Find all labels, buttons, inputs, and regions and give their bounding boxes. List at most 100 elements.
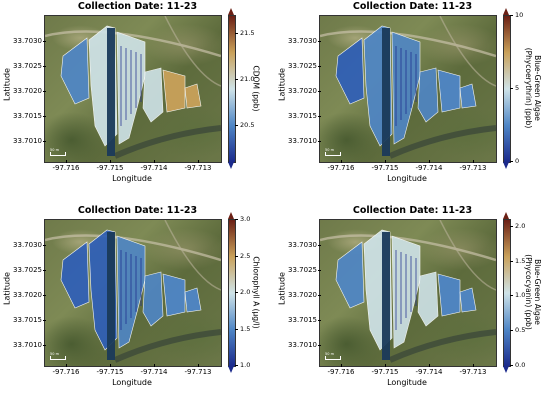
colorbar-tick-label: 1.0 bbox=[509, 291, 526, 300]
road-line bbox=[439, 16, 496, 87]
colorbar-tick-label: 0.0 bbox=[509, 361, 526, 369]
colorbar-extend-top bbox=[228, 212, 234, 219]
creek-line bbox=[113, 125, 221, 159]
chart-panel: Collection Date: 11-23 50 m 33.7030 33.7025… bbox=[0, 204, 275, 408]
x-tick-label: -97.715 bbox=[365, 364, 405, 376]
colorbar-label-line: (Phycocyanin) (ppb) bbox=[524, 254, 533, 330]
central-channel bbox=[107, 28, 115, 156]
colorbar-tick-label: 1.5 bbox=[509, 256, 526, 265]
y-tick-label: 33.7015 bbox=[279, 316, 321, 324]
east-lobe-pond bbox=[417, 271, 439, 327]
scale-bar bbox=[325, 152, 341, 156]
colorbar-extend-top bbox=[228, 8, 234, 15]
east-pond bbox=[437, 69, 461, 113]
pond-survey-overlay bbox=[320, 16, 496, 159]
y-tick-label: 33.7010 bbox=[279, 137, 321, 145]
x-tick-label: -97.716 bbox=[321, 160, 361, 172]
x-tick-label: -97.714 bbox=[134, 160, 174, 172]
y-tick-label: 33.7030 bbox=[4, 37, 46, 45]
x-tick-label: -97.715 bbox=[365, 160, 405, 172]
scale-label: 50 m bbox=[325, 148, 334, 152]
colorbar-label-line: (Phycoerythrin) (ppb) bbox=[524, 47, 533, 129]
colorbar-label: Chlorophyll A (µg/l) bbox=[252, 227, 261, 357]
colorbar-tick-label: 2.0 bbox=[234, 288, 251, 296]
west-pond bbox=[60, 37, 90, 105]
x-tick-label: -97.713 bbox=[178, 364, 218, 376]
y-tick-label: 33.7030 bbox=[279, 241, 321, 249]
chart-panel: Collection Date: 11-23 50 m 33.7030 33.7025… bbox=[0, 0, 275, 204]
colorbar-extend-top bbox=[503, 8, 509, 15]
x-tick-label: -97.713 bbox=[453, 364, 493, 376]
y-tick-label: 33.7010 bbox=[279, 341, 321, 349]
y-axis-label: Latitude bbox=[2, 272, 12, 305]
tail-pond bbox=[184, 83, 202, 109]
y-tick-label: 33.7015 bbox=[279, 112, 321, 120]
pond-survey-overlay bbox=[320, 220, 496, 363]
west-pond bbox=[335, 37, 365, 105]
satellite-map: 50 m bbox=[44, 15, 222, 163]
colorbar bbox=[503, 15, 511, 163]
scale-bar bbox=[50, 152, 66, 156]
west-pond bbox=[60, 241, 90, 309]
x-tick-label: -97.715 bbox=[90, 364, 130, 376]
chart-panel: Collection Date: 11-23 50 m 33.7030 33.7025… bbox=[275, 204, 550, 408]
creek-line bbox=[388, 125, 496, 159]
colorbar-label-line: Blue-Green Algae bbox=[533, 259, 542, 325]
colorbar-tick-label: 1.0 bbox=[234, 361, 251, 369]
pond-survey-overlay bbox=[45, 16, 221, 159]
y-tick-label: 33.7015 bbox=[4, 112, 46, 120]
colorbar-extend-top bbox=[503, 212, 509, 219]
colorbar-tick-label: 10 bbox=[509, 11, 524, 19]
west-pond bbox=[335, 241, 365, 309]
scale-label: 50 m bbox=[50, 148, 59, 152]
colorbar-extend-bottom bbox=[228, 162, 234, 169]
chart-panel: Collection Date: 11-23 50 m 33.7030 33.7025… bbox=[275, 0, 550, 204]
colorbar-tick-label: 0.5 bbox=[509, 326, 526, 335]
y-tick-label: 33.7020 bbox=[279, 291, 321, 299]
colorbar-tick-label: 0 bbox=[509, 157, 520, 165]
pond-survey-overlay bbox=[45, 220, 221, 363]
colorbar bbox=[228, 15, 236, 163]
y-tick-label: 33.7015 bbox=[4, 316, 46, 324]
central-channel bbox=[107, 232, 115, 360]
x-tick-label: -97.714 bbox=[409, 160, 449, 172]
x-tick-label: -97.714 bbox=[134, 364, 174, 376]
east-pond bbox=[162, 69, 186, 113]
colorbar-label-line: CDOM (ppb) bbox=[251, 65, 261, 111]
x-tick-label: -97.716 bbox=[321, 364, 361, 376]
colorbar-tick-label: 5 bbox=[509, 84, 520, 92]
east-lobe-pond bbox=[142, 271, 164, 327]
colorbar-tick-label: 1.5 bbox=[234, 324, 251, 333]
colorbar-label-line: Blue-Green Algae bbox=[533, 55, 542, 121]
y-tick-label: 33.7020 bbox=[279, 87, 321, 95]
y-tick-label: 33.7020 bbox=[4, 291, 46, 299]
east-lobe-pond bbox=[142, 67, 164, 123]
x-tick-label: -97.716 bbox=[46, 160, 86, 172]
colorbar-label: Blue-Green Algae (Phycoerythrin) (ppb) bbox=[524, 23, 542, 153]
y-tick-label: 33.7025 bbox=[279, 266, 321, 274]
colorbar bbox=[503, 219, 511, 367]
tail-pond bbox=[184, 287, 202, 313]
colorbar-tick-label: 21.0 bbox=[234, 74, 255, 83]
satellite-map: 50 m bbox=[44, 219, 222, 367]
scale-label: 50 m bbox=[325, 352, 334, 356]
x-tick-label: -97.713 bbox=[178, 160, 218, 172]
colorbar-extend-bottom bbox=[228, 366, 234, 373]
central-channel bbox=[382, 232, 390, 360]
x-axis-label: Longitude bbox=[387, 174, 427, 183]
colorbar bbox=[228, 219, 236, 367]
colorbar-tick-label: 21.5 bbox=[234, 29, 255, 38]
tail-pond bbox=[459, 83, 477, 109]
creek-line bbox=[113, 329, 221, 363]
y-tick-label: 33.7025 bbox=[279, 62, 321, 70]
y-axis-label: Latitude bbox=[277, 272, 287, 305]
y-axis-label: Latitude bbox=[277, 68, 287, 101]
east-pond bbox=[162, 273, 186, 317]
satellite-map: 50 m bbox=[319, 219, 497, 367]
y-tick-label: 33.7025 bbox=[4, 62, 46, 70]
road-line bbox=[164, 220, 221, 291]
road-line bbox=[439, 220, 496, 291]
colorbar-label: CDOM (ppb) bbox=[252, 23, 261, 153]
central-channel bbox=[382, 28, 390, 156]
scale-label: 50 m bbox=[50, 352, 59, 356]
